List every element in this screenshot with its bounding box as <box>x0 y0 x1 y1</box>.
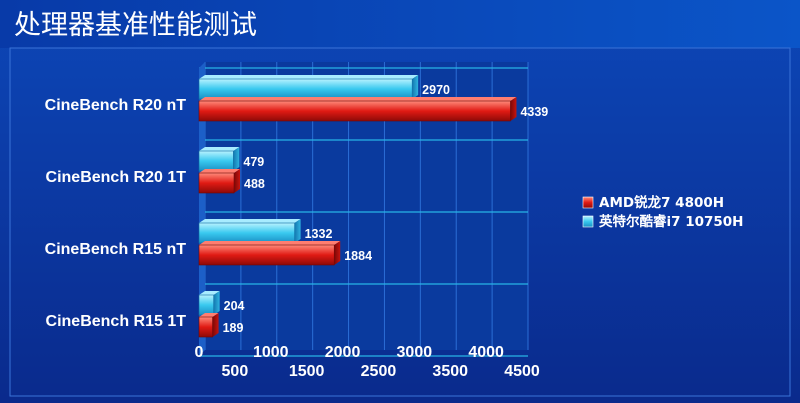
category-label: CineBench R20 1T <box>46 169 187 186</box>
x-tick-label: 1000 <box>253 344 289 361</box>
data-label: 1332 <box>305 227 333 241</box>
category-label: CineBench R15 1T <box>46 313 187 330</box>
bar-end-face <box>212 313 219 337</box>
bar-end-face <box>234 169 241 193</box>
category-label: CineBench R15 nT <box>45 241 187 258</box>
x-tick-label: 4000 <box>468 344 504 361</box>
data-label: 4339 <box>520 105 548 119</box>
bar-layer <box>198 75 517 338</box>
bar <box>198 100 511 122</box>
bar-top-face <box>199 241 341 245</box>
data-label: 1884 <box>344 249 372 263</box>
bar-end-face <box>412 75 419 99</box>
bar-end-face <box>334 241 341 265</box>
bar-top-face <box>199 147 240 151</box>
data-label: 488 <box>244 177 265 191</box>
x-tick-label: 2500 <box>361 363 397 380</box>
x-tick-label: 4500 <box>504 363 540 380</box>
title-banner <box>0 0 800 48</box>
axis-layer: CineBench R20 nT CineBench R20 1T CineBenc… <box>45 97 540 380</box>
category-label: CineBench R20 nT <box>45 97 187 114</box>
x-tick-label: 500 <box>222 363 249 380</box>
x-tick-label: 2000 <box>325 344 361 361</box>
bar <box>198 172 235 194</box>
x-tick-label: 3500 <box>432 363 468 380</box>
bar-top-face <box>199 291 220 295</box>
bar-top-face <box>199 75 419 79</box>
bar <box>198 150 234 172</box>
data-label: 204 <box>224 299 245 313</box>
bar <box>198 222 295 244</box>
plot-frame <box>9 47 791 397</box>
data-label: 479 <box>243 155 264 169</box>
bar-top-face <box>199 219 301 223</box>
bar-end-face <box>233 147 240 171</box>
bar <box>198 78 413 100</box>
legend-label: AMD锐龙7 4800H <box>599 194 724 211</box>
axis-wall <box>199 62 205 356</box>
x-tick-label: 0 <box>195 344 204 361</box>
bar-end-face <box>213 291 220 315</box>
x-tick-label: 3000 <box>397 344 433 361</box>
legend-label: 英特尔酷睿i7 10750H <box>598 213 744 230</box>
bar-end-face <box>294 219 301 243</box>
data-label: 189 <box>223 321 244 335</box>
x-tick-label: 1500 <box>289 363 325 380</box>
bar <box>198 316 213 338</box>
bar-top-face <box>199 169 241 173</box>
bar-end-face <box>510 97 517 121</box>
label-layer: 2970 4339 479 488 1332 1884 204 189 <box>223 83 549 335</box>
chart-title: 处理器基准性能测试 <box>14 10 257 41</box>
legend: AMD锐龙7 4800H 英特尔酷睿i7 10750H <box>582 194 744 230</box>
data-label: 2970 <box>422 83 450 97</box>
legend-swatch <box>582 215 594 228</box>
bar-top-face <box>199 97 517 101</box>
bar <box>198 294 214 316</box>
bar-top-face <box>199 313 219 317</box>
legend-swatch <box>582 196 594 209</box>
bar <box>198 244 335 266</box>
